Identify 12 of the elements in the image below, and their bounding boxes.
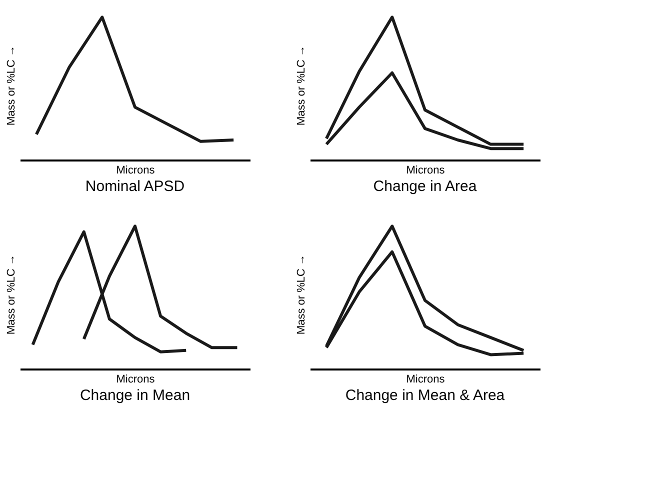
text: Change in Mean (80, 387, 190, 404)
y-axis-title: Mass or %LC → (6, 45, 18, 126)
x-axis-title: Microns (116, 374, 156, 386)
x-axis-title: Microns (406, 164, 446, 176)
text: Change in Mean & Area (345, 387, 506, 404)
y-axis-title: Mass or %LC → (296, 45, 308, 126)
y-axis-title: Mass or %LC → (296, 254, 308, 335)
x-axis-title: Microns (406, 374, 446, 386)
x-axis-title: Microns (116, 164, 156, 176)
y-axis-title: Mass or %LC → (6, 254, 18, 335)
text: Change in Area (373, 178, 478, 195)
text: Nominal APSD (85, 178, 185, 195)
